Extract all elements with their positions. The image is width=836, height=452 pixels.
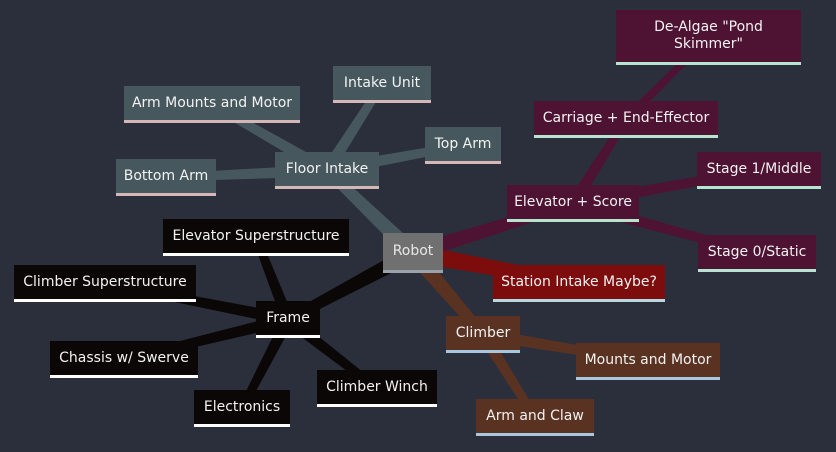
node-climber-superstructure[interactable]: Climber Superstructure bbox=[14, 265, 196, 302]
node-intake-unit[interactable]: Intake Unit bbox=[333, 66, 431, 103]
node-elevator-superstructure[interactable]: Elevator Superstructure bbox=[163, 219, 349, 256]
node-frame[interactable]: Frame bbox=[256, 301, 320, 338]
node-climber-winch[interactable]: Climber Winch bbox=[317, 370, 437, 407]
node-floor-intake[interactable]: Floor Intake bbox=[275, 152, 379, 189]
node-arm-mounts-and-motor[interactable]: Arm Mounts and Motor bbox=[124, 86, 300, 123]
node-carriage-end-effector[interactable]: Carriage + End-Effector bbox=[534, 101, 718, 138]
edge-frame-electronics bbox=[238, 316, 294, 411]
edge-elevator-carriage bbox=[567, 117, 630, 207]
node-arm-and-claw[interactable]: Arm and Claw bbox=[476, 399, 594, 436]
node-robot[interactable]: Robot bbox=[383, 233, 443, 273]
node-station-intake-maybe[interactable]: Station Intake Maybe? bbox=[493, 265, 665, 302]
node-top-arm[interactable]: Top Arm bbox=[425, 127, 501, 164]
edge-floor-intake-unit bbox=[321, 82, 386, 174]
node-electronics[interactable]: Electronics bbox=[194, 390, 290, 427]
node-climber[interactable]: Climber bbox=[446, 316, 520, 353]
node-bottom-arm[interactable]: Bottom Arm bbox=[116, 159, 216, 196]
node-de-algae-pond-skimmer[interactable]: De-Algae "Pond Skimmer" bbox=[616, 10, 801, 65]
node-elevator-score[interactable]: Elevator + Score bbox=[507, 185, 639, 222]
edge-frame-elevator-superstructure bbox=[252, 236, 294, 322]
edge-climber-arm-claw bbox=[477, 331, 539, 420]
node-chassis-w-swerve[interactable]: Chassis w/ Swerve bbox=[50, 341, 198, 378]
node-stage-1-middle[interactable]: Stage 1/Middle bbox=[697, 152, 821, 189]
node-stage-0-static[interactable]: Stage 0/Static bbox=[698, 235, 816, 272]
node-mounts-and-motor[interactable]: Mounts and Motor bbox=[576, 343, 720, 380]
